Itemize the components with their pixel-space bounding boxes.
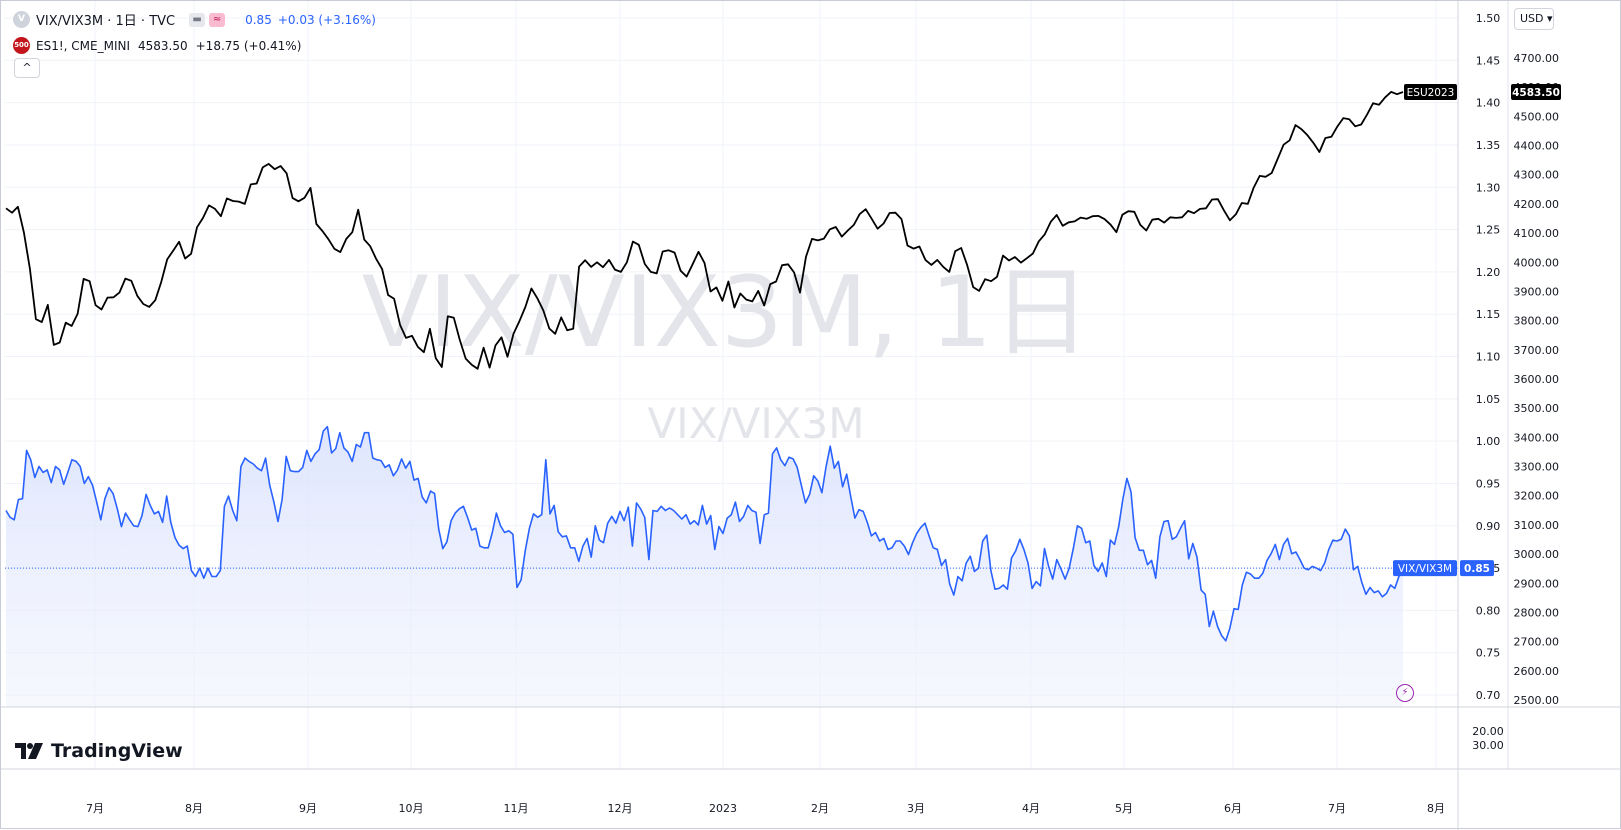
time-tick-label: 8月 <box>1427 802 1445 815</box>
ratio-tick-label: 1.50 <box>1476 12 1501 25</box>
price-tick-label: 4300.00 <box>1514 169 1560 182</box>
sp500-logo-icon: 500 <box>13 37 30 54</box>
price-tick-label: 3400.00 <box>1514 431 1560 444</box>
legend-main-title[interactable]: VIX/VIX3M · 1日 · TVC <box>36 14 176 29</box>
vix-label-tag-bg <box>1393 560 1457 577</box>
price-tick-label: 2700.00 <box>1514 636 1560 649</box>
chevron-up-icon: ^ <box>22 61 32 74</box>
legend-compare[interactable]: 500 ES1!, CME_MINI 4583.50 +18.75 (+0.41… <box>13 37 301 54</box>
price-tick-label: 3500.00 <box>1514 402 1560 415</box>
time-tick-label: 2月 <box>811 802 829 815</box>
time-tick-label: 11月 <box>504 802 529 815</box>
es-label-tag: ESU2023 <box>1407 87 1455 99</box>
waves-icon[interactable]: ≈ <box>209 12 226 27</box>
legend-main-change: +0.03 (+3.16%) <box>277 12 376 27</box>
ratio-tick-label: 1.15 <box>1476 308 1501 321</box>
watermark-subtitle: VIX/VIX3M <box>648 399 865 448</box>
price-tick-label: 4700.00 <box>1514 52 1560 65</box>
price-tick-label: 3900.00 <box>1514 285 1560 298</box>
price-tick-label: 4100.00 <box>1514 227 1560 240</box>
time-tick-label: 7月 <box>1328 802 1346 815</box>
ratio-tick-label: 1.45 <box>1476 54 1501 67</box>
legend-compare-change: +18.75 (+0.41%) <box>195 38 302 53</box>
vix-value-tag: 0.85 <box>1464 563 1490 575</box>
price-tags: ESU2023 4583.50 VIX/VIX3M 0.85 <box>1393 83 1561 577</box>
vix-line <box>5 425 1404 642</box>
price-tick-label: 3300.00 <box>1514 461 1560 474</box>
ratio-tick-label: 0.90 <box>1476 520 1501 533</box>
ratio-tick-label: 1.10 <box>1476 351 1501 364</box>
legend-main-value: 0.85 <box>245 12 272 27</box>
ratio-tick-label: 1.30 <box>1476 181 1501 194</box>
lower-pane-tick-label: 30.00 <box>1472 739 1504 752</box>
tradingview-wordmark: TradingView <box>51 740 183 762</box>
ratio-tick-label: 0.95 <box>1476 477 1501 490</box>
price-tick-label: 3700.00 <box>1514 344 1560 357</box>
time-tick-label: 3月 <box>907 802 925 815</box>
time-tick-label: 2023 <box>709 802 737 815</box>
legend-main[interactable]: V VIX/VIX3M · 1日 · TVC ▬ ≈ 0.85 +0.03 (+… <box>13 10 376 29</box>
es-price-tag: 4583.50 <box>1512 87 1560 99</box>
time-tick-label: 9月 <box>299 802 317 815</box>
price-tick-label: 2600.00 <box>1514 665 1560 678</box>
ratio-tick-label: 1.05 <box>1476 393 1501 406</box>
ratio-tick-label: 0.75 <box>1476 647 1501 660</box>
price-tick-label: 2800.00 <box>1514 606 1560 619</box>
time-tick-label: 10月 <box>399 802 424 815</box>
lightning-icon[interactable]: ⚡ <box>1396 684 1414 702</box>
tradingview-logo-icon <box>15 743 43 759</box>
price-tick-label: 4500.00 <box>1514 110 1560 123</box>
ratio-tick-label: 1.40 <box>1476 97 1501 110</box>
vix-area-fill <box>6 426 1403 707</box>
price-tick-label: 3600.00 <box>1514 373 1560 386</box>
watermark: VIX/VIX3M, 1日 VIX/VIX3M <box>362 256 1091 448</box>
ratio-tick-label: 1.25 <box>1476 224 1501 237</box>
price-tick-label: 3800.00 <box>1514 315 1560 328</box>
lower-pane-tick-label: 20.00 <box>1472 725 1504 738</box>
collapse-legend-button[interactable]: ^ <box>14 58 40 78</box>
price-tick-label: 4400.00 <box>1514 140 1560 153</box>
ratio-tick-label: 1.20 <box>1476 266 1501 279</box>
price-tick-label: 2900.00 <box>1514 577 1560 590</box>
price-tick-label: 3100.00 <box>1514 519 1560 532</box>
legend-compare-symbol[interactable]: ES1!, CME_MINI <box>36 38 130 53</box>
price-tick-label: 3200.00 <box>1514 490 1560 503</box>
minus-icon[interactable]: ▬ <box>189 12 206 27</box>
series <box>5 91 1458 707</box>
price-tick-label: 4000.00 <box>1514 256 1560 269</box>
vix-label-tag: VIX/VIX3M <box>1398 563 1452 575</box>
symbol-logo-icon: V <box>13 11 30 28</box>
ratio-tick-label: 0.80 <box>1476 604 1501 617</box>
time-tick-label: 6月 <box>1224 802 1242 815</box>
time-tick-label: 5月 <box>1115 802 1133 815</box>
ratio-tick-label: 1.00 <box>1476 435 1501 448</box>
es-price-tag-bg <box>1511 83 1561 100</box>
es-label-tag-bg <box>1404 83 1457 100</box>
time-tick-label: 8月 <box>185 802 203 815</box>
es-line <box>5 91 1404 370</box>
price-tick-label: 2500.00 <box>1514 694 1560 707</box>
currency-select[interactable]: USD ▾ <box>1514 8 1554 30</box>
time-tick-label: 7月 <box>86 802 104 815</box>
watermark-title: VIX/VIX3M, 1日 <box>362 256 1091 370</box>
ratio-tick-label: 1.35 <box>1476 139 1501 152</box>
price-tick-label: 3000.00 <box>1514 548 1560 561</box>
time-tick-label: 4月 <box>1022 802 1040 815</box>
time-tick-label: 12月 <box>608 802 633 815</box>
tradingview-logo[interactable]: TradingView <box>15 740 183 762</box>
vix-value-tag-bg <box>1460 560 1494 577</box>
ratio-tick-label: 0.70 <box>1476 689 1501 702</box>
price-tick-label: 4200.00 <box>1514 198 1560 211</box>
legend-compare-price: 4583.50 <box>138 38 188 53</box>
